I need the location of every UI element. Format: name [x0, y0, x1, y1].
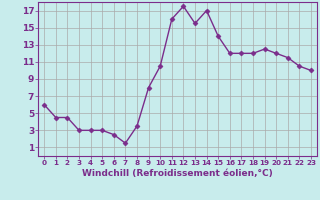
X-axis label: Windchill (Refroidissement éolien,°C): Windchill (Refroidissement éolien,°C) [82, 169, 273, 178]
